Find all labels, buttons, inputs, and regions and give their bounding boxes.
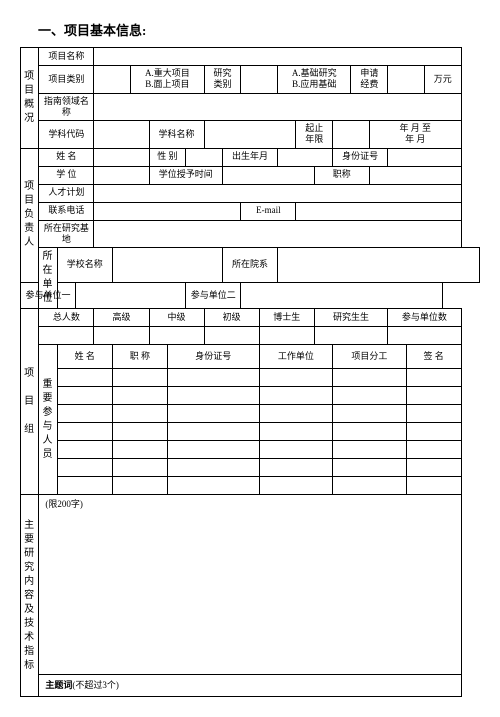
lbl-period-v: 年 月 至 年 月: [369, 121, 461, 149]
table-row[interactable]: [57, 459, 112, 477]
val-subj-name[interactable]: [204, 121, 296, 149]
val-base[interactable]: [94, 220, 461, 248]
lbl-grad: 研究生生: [314, 309, 387, 327]
lbl-subj-name: 学科名称: [149, 121, 204, 149]
lbl-proj-name: 项目名称: [39, 48, 94, 66]
section-overview: 项 目 概 况: [21, 48, 39, 149]
val-title[interactable]: [369, 166, 461, 184]
abstract-area[interactable]: (限200字): [39, 495, 461, 675]
col-unit: 工作单位: [259, 345, 332, 369]
val-proj-cat[interactable]: [94, 66, 131, 94]
table-row[interactable]: [57, 423, 112, 441]
lbl-subj-code: 学科代码: [39, 121, 94, 149]
lbl-unitcnt: 参与单位数: [388, 309, 461, 327]
lbl-proj-cat: 项目类别: [39, 66, 94, 94]
section-abstract: 主 要 研 究 内 容 及 技 术 指 标: [21, 495, 39, 697]
lbl-senior: 高级: [94, 309, 149, 327]
lbl-res-cat: 研究 类别: [204, 66, 241, 94]
lbl-cat-ab: A.重大项目 B.面上项目: [131, 66, 204, 94]
lbl-plan: 人才计划: [39, 184, 94, 202]
val-unit2[interactable]: [241, 282, 443, 308]
val-senior[interactable]: [94, 327, 149, 345]
table-row[interactable]: [57, 405, 112, 423]
col-sign: 签 名: [406, 345, 461, 369]
val-proj-name[interactable]: [94, 48, 461, 66]
val-subj-code[interactable]: [94, 121, 149, 149]
lbl-mid: 中级: [149, 309, 204, 327]
section-members: 重 要 参 与 人 员: [39, 345, 57, 495]
val-school[interactable]: [112, 248, 222, 283]
lbl-title: 职称: [314, 166, 369, 184]
col-id: 身份证号: [167, 345, 259, 369]
lbl-base: 所在研究基地: [39, 220, 94, 248]
lbl-phd: 博士生: [259, 309, 314, 327]
kw-note: (不超过3个): [72, 680, 119, 690]
table-row[interactable]: [57, 387, 112, 405]
lbl-name: 姓 名: [39, 148, 94, 166]
lbl-fund: 申请 经费: [351, 66, 388, 94]
val-deg-date[interactable]: [222, 166, 314, 184]
lbl-gender: 性 别: [149, 148, 186, 166]
val-plan[interactable]: [94, 184, 461, 202]
val-dept[interactable]: [278, 248, 480, 283]
form-table: 项 目 概 况 项目名称 项目类别 A.重大项目 B.面上项目 研究 类别 A.…: [20, 47, 480, 697]
lbl-idno: 身份证号: [333, 148, 388, 166]
val-email[interactable]: [296, 202, 461, 220]
lbl-degree: 学 位: [39, 166, 94, 184]
lbl-junior: 初级: [204, 309, 259, 327]
lbl-keyword: 主题词: [45, 680, 72, 690]
lbl-deg-date: 学位授予时间: [149, 166, 222, 184]
val-gender[interactable]: [186, 148, 223, 166]
val-fund[interactable]: [388, 66, 425, 94]
val-degree[interactable]: [94, 166, 149, 184]
val-unit1[interactable]: [76, 282, 186, 308]
lbl-school: 学校名称: [57, 248, 112, 283]
lbl-dept: 所在院系: [222, 248, 277, 283]
val-period[interactable]: [333, 121, 370, 149]
col-name: 姓 名: [57, 345, 112, 369]
lbl-unit2: 参与单位二: [186, 282, 241, 308]
table-row[interactable]: [57, 477, 112, 495]
section-team: 项 目 组: [21, 309, 39, 495]
keyword-area[interactable]: 主题词(不超过3个): [39, 675, 461, 697]
col-title: 职 称: [112, 345, 167, 369]
table-row[interactable]: [57, 369, 112, 387]
lbl-phone: 联系电话: [39, 202, 94, 220]
table-row[interactable]: [57, 441, 112, 459]
lbl-total: 总人数: [39, 309, 94, 327]
val-phone[interactable]: [94, 202, 241, 220]
lbl-email: E-mail: [241, 202, 296, 220]
val-unitcnt[interactable]: [388, 327, 461, 345]
val-guide[interactable]: [94, 93, 461, 121]
val-total[interactable]: [39, 327, 94, 345]
lbl-guide: 指南领域名称: [39, 93, 94, 121]
val-junior[interactable]: [204, 327, 259, 345]
val-phd[interactable]: [259, 327, 314, 345]
page-title: 一、项目基本信息:: [20, 20, 480, 39]
section-leader: 项 目 负 责 人: [21, 148, 39, 282]
val-idno[interactable]: [388, 148, 461, 166]
col-role: 项目分工: [333, 345, 406, 369]
val-res-cat[interactable]: [241, 66, 278, 94]
lbl-res-ab: A.基础研究 B.应用基础: [278, 66, 351, 94]
val-mid[interactable]: [149, 327, 204, 345]
val-grad[interactable]: [314, 327, 387, 345]
lbl-birth: 出生年月: [222, 148, 277, 166]
lbl-wan: 万元: [424, 66, 461, 94]
val-birth[interactable]: [278, 148, 333, 166]
limit-note: (限200字): [45, 499, 83, 509]
val-name[interactable]: [94, 148, 149, 166]
lbl-period: 起止 年限: [296, 121, 333, 149]
